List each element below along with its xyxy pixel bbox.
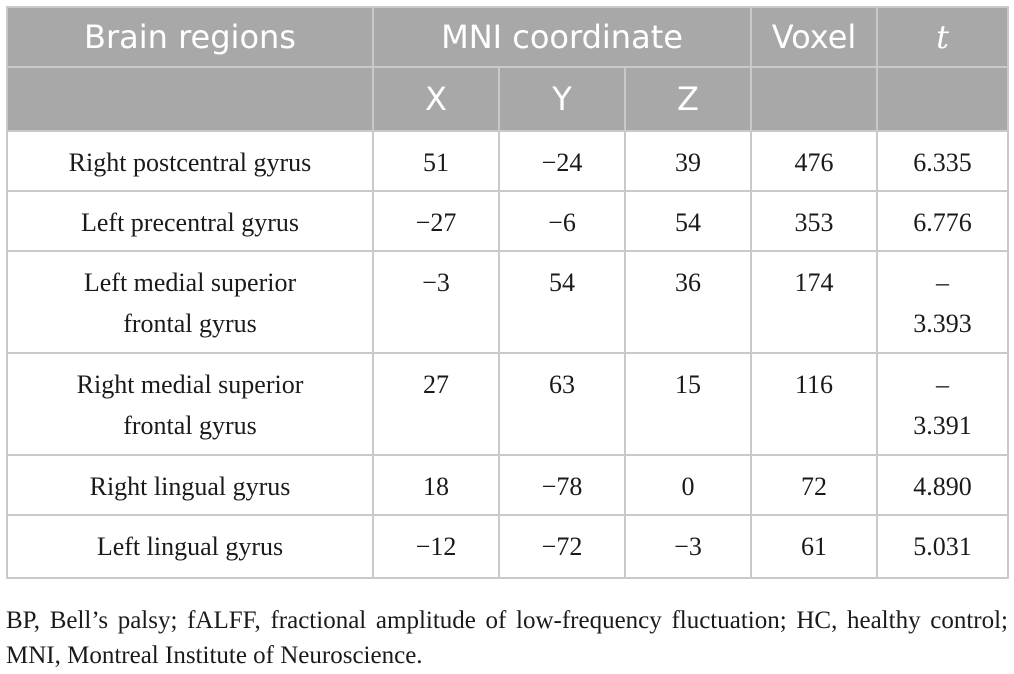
cell-voxel: 476	[750, 130, 879, 192]
cell-y: 54	[498, 250, 626, 354]
cell-x: 18	[372, 454, 500, 516]
cell-y: −24	[498, 130, 626, 192]
table-row: Right lingual gyrus 18 −78 0 72 4.890	[6, 454, 1010, 516]
header-blank-voxel	[750, 66, 879, 132]
cell-region: Left lingual gyrus	[6, 514, 374, 579]
cell-region: Left medial superior frontal gyrus	[6, 250, 374, 354]
table-row: Left medial superior frontal gyrus −3 54…	[6, 250, 1010, 354]
header-mni-coordinate: MNI coordinate	[371, 6, 753, 68]
cell-region: Right medial superior frontal gyrus	[6, 352, 374, 456]
table-header: Brain regions MNI coordinate Voxel t X Y…	[6, 6, 1010, 132]
cell-z: 36	[623, 250, 753, 354]
cell-region: Right postcentral gyrus	[6, 130, 374, 192]
cell-x: −12	[372, 514, 500, 579]
cell-y: 63	[498, 352, 626, 456]
cell-t: 5.031	[876, 514, 1010, 579]
header-voxel: Voxel	[750, 6, 879, 68]
cell-y: −72	[498, 514, 626, 579]
cell-t: – 3.393	[876, 250, 1010, 354]
cell-z: −3	[623, 514, 753, 579]
cell-voxel: 116	[750, 352, 879, 456]
cell-voxel: 353	[750, 190, 879, 252]
header-brain-regions: Brain regions	[6, 6, 374, 68]
cell-t: 4.890	[876, 454, 1010, 516]
cell-x: −27	[372, 190, 500, 252]
header-t: t	[876, 6, 1010, 68]
cell-x: 51	[372, 130, 500, 192]
cell-voxel: 174	[750, 250, 879, 354]
table-row: Left precentral gyrus −27 −6 54 353 6.77…	[6, 190, 1010, 252]
header-x: X	[372, 66, 500, 132]
table-row: Right postcentral gyrus 51 −24 39 476 6.…	[6, 130, 1010, 192]
cell-z: 15	[623, 352, 753, 456]
cell-region: Left precentral gyrus	[6, 190, 374, 252]
results-table: Brain regions MNI coordinate Voxel t X Y…	[6, 6, 1010, 579]
cell-x: 27	[372, 352, 500, 456]
cell-voxel: 61	[750, 514, 879, 579]
cell-z: 0	[623, 454, 753, 516]
table-row: Left lingual gyrus −12 −72 −3 61 5.031	[6, 514, 1010, 579]
cell-t: – 3.391	[876, 352, 1010, 456]
header-blank-region	[6, 66, 374, 132]
table-row: Right medial superior frontal gyrus 27 6…	[6, 352, 1010, 456]
cell-t: 6.335	[876, 130, 1010, 192]
cell-y: −78	[498, 454, 626, 516]
table-footnote: BP, Bell’s palsy; fALFF, fractional ampl…	[6, 607, 1008, 669]
cell-region: Right lingual gyrus	[6, 454, 374, 516]
header-y: Y	[498, 66, 626, 132]
cell-x: −3	[372, 250, 500, 354]
cell-voxel: 72	[750, 454, 879, 516]
cell-y: −6	[498, 190, 626, 252]
header-z: Z	[623, 66, 753, 132]
cell-z: 54	[623, 190, 753, 252]
cell-z: 39	[623, 130, 753, 192]
table-body: Right postcentral gyrus 51 −24 39 476 6.…	[6, 130, 1010, 579]
cell-t: 6.776	[876, 190, 1010, 252]
header-blank-t	[876, 66, 1010, 132]
